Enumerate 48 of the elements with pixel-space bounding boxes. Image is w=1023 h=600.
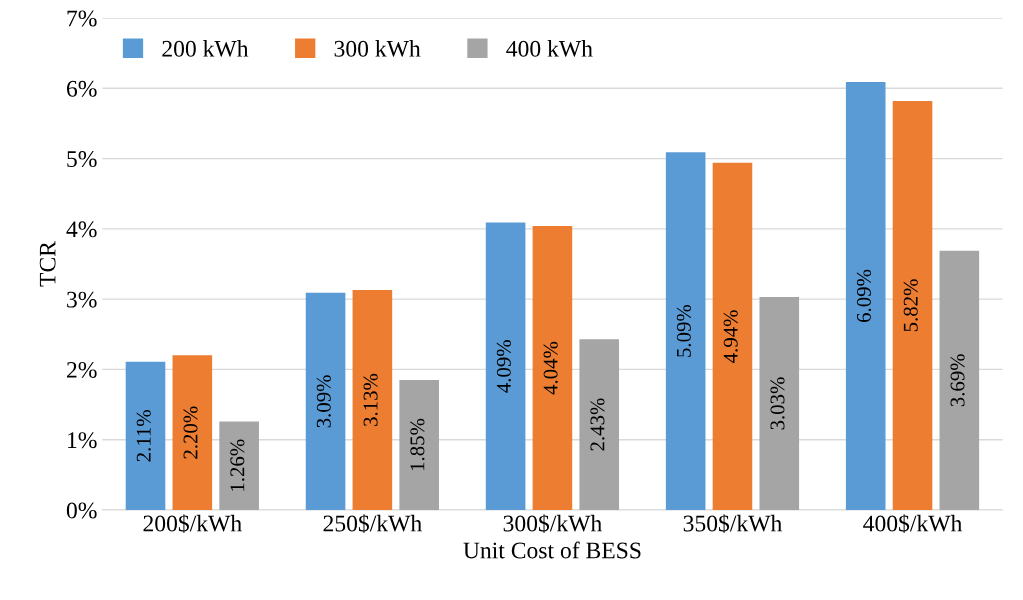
bar bbox=[665, 152, 706, 510]
data-label: 4.94% bbox=[723, 310, 738, 363]
y-tick-label: 3% bbox=[67, 291, 97, 308]
data-label: 3.69% bbox=[950, 354, 965, 407]
data-label: 2.43% bbox=[590, 398, 605, 451]
y-tick-label: 5% bbox=[67, 151, 97, 168]
bar bbox=[172, 355, 213, 510]
y-tick-label: 6% bbox=[66, 80, 97, 97]
bar bbox=[845, 81, 886, 510]
bar bbox=[485, 222, 526, 510]
bar bbox=[219, 421, 259, 510]
data-label: 4.04% bbox=[543, 341, 558, 395]
legend-label: 400 kWh bbox=[506, 40, 593, 57]
legend-label: 300 kWh bbox=[334, 40, 421, 57]
data-label: 4.09% bbox=[496, 340, 511, 393]
x-tick-label: 200$/kWh bbox=[143, 514, 242, 534]
bar bbox=[759, 297, 800, 510]
x-tick-label: 400$/kWh bbox=[863, 514, 963, 534]
x-tick-label: 300$/kWh bbox=[503, 514, 602, 534]
bar bbox=[532, 226, 573, 510]
data-label: 1.85% bbox=[410, 418, 425, 471]
x-tick-label: 350$/kWh bbox=[683, 514, 782, 534]
data-label: 3.13% bbox=[363, 373, 378, 426]
data-label: 6.09% bbox=[856, 269, 872, 322]
data-label: 5.82% bbox=[903, 279, 918, 332]
data-label: 3.03% bbox=[770, 377, 785, 430]
y-tick-label: 4% bbox=[66, 221, 97, 238]
data-label: 3.09% bbox=[316, 375, 331, 428]
data-label: 2.20% bbox=[183, 406, 198, 459]
y-axis-title: TCR bbox=[39, 241, 56, 287]
data-label: 2.11% bbox=[136, 410, 151, 462]
bar bbox=[399, 379, 439, 510]
bar bbox=[352, 290, 393, 510]
y-tick-label: 1% bbox=[68, 432, 97, 449]
bar bbox=[892, 100, 933, 510]
x-axis-title: Unit Cost of BESS bbox=[463, 541, 641, 559]
bar bbox=[125, 361, 166, 510]
bar bbox=[579, 339, 620, 510]
bar bbox=[712, 162, 753, 510]
y-tick-label: 0% bbox=[66, 502, 97, 519]
x-tick-label: 250$/kWh bbox=[323, 514, 422, 534]
y-tick-label: 2% bbox=[67, 361, 97, 378]
bar bbox=[305, 292, 346, 510]
legend-label: 200 kWh bbox=[162, 40, 249, 57]
bar bbox=[939, 250, 980, 510]
data-label: 1.26% bbox=[230, 439, 245, 491]
data-label: 5.09% bbox=[676, 304, 691, 357]
y-tick-label: 7% bbox=[67, 10, 97, 27]
